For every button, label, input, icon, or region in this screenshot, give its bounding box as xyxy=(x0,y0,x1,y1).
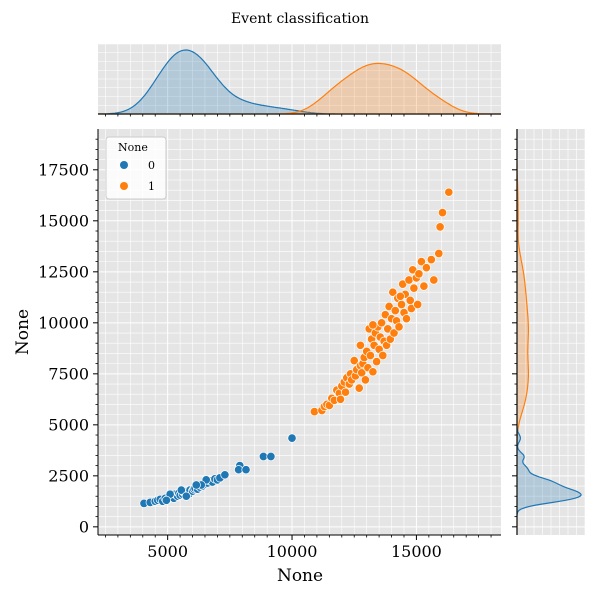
data-point-series-1 xyxy=(426,255,436,265)
data-point-series-1 xyxy=(368,367,378,377)
data-points xyxy=(139,187,454,508)
data-point-series-1 xyxy=(444,187,454,197)
data-point-series-1 xyxy=(384,301,394,312)
data-point-series-1 xyxy=(398,279,408,289)
data-point-series-1 xyxy=(309,407,319,417)
x-axis-label: None xyxy=(277,566,323,586)
data-point-series-0 xyxy=(266,451,276,462)
data-point-series-1 xyxy=(357,368,367,378)
data-point-series-0 xyxy=(176,485,186,495)
data-point-series-0 xyxy=(287,433,297,443)
data-point-series-1 xyxy=(396,299,407,310)
y-tick-label: 7500 xyxy=(48,364,89,383)
y-axis-ticks: 0 2500 5000 7500 10000 12500 15000 17500 xyxy=(38,138,517,536)
x-tick-label: 10000 xyxy=(267,542,318,561)
data-point-series-1 xyxy=(419,281,429,291)
y-tick-label: 5000 xyxy=(48,415,89,434)
legend-marker-1 xyxy=(120,182,128,190)
right-marginal-grid xyxy=(516,129,586,535)
data-point-series-1 xyxy=(429,275,439,285)
data-point-series-1 xyxy=(408,265,418,275)
data-point-series-1 xyxy=(395,291,405,301)
data-point-series-1 xyxy=(421,263,431,273)
data-point-series-1 xyxy=(414,269,424,279)
legend: None 0 1 xyxy=(105,136,167,200)
y-tick-label: 12500 xyxy=(38,262,89,281)
legend-marker-0 xyxy=(120,161,128,169)
data-point-series-0 xyxy=(181,491,191,501)
y-tick-label: 15000 xyxy=(38,211,89,230)
data-point-series-1 xyxy=(354,383,364,393)
y-tick-label: 10000 xyxy=(38,313,89,332)
y-tick-label: 0 xyxy=(79,517,89,536)
data-point-series-0 xyxy=(241,465,251,475)
data-point-series-0 xyxy=(220,470,230,480)
y-tick-label: 2500 xyxy=(48,466,89,485)
data-point-series-1 xyxy=(389,328,399,338)
top-marginal-kde xyxy=(97,43,501,115)
data-point-series-1 xyxy=(335,394,346,404)
data-point-series-1 xyxy=(340,387,351,397)
data-point-series-1 xyxy=(383,324,393,334)
x-axis-ticks: 5000 10000 15000 xyxy=(105,114,492,561)
data-point-series-1 xyxy=(377,318,387,328)
right-marginal-kde xyxy=(516,129,586,535)
data-point-series-1 xyxy=(355,340,365,350)
data-point-series-1 xyxy=(378,350,388,361)
x-tick-label: 15000 xyxy=(391,542,442,561)
data-point-series-1 xyxy=(390,306,400,316)
data-point-series-1 xyxy=(388,287,398,297)
data-point-series-1 xyxy=(372,357,382,367)
data-point-series-1 xyxy=(368,320,378,330)
data-point-series-1 xyxy=(413,299,423,310)
data-point-series-1 xyxy=(365,350,375,361)
data-point-series-1 xyxy=(360,375,370,385)
chart-title: Event classification xyxy=(231,11,369,27)
data-point-series-0 xyxy=(258,451,268,462)
data-point-series-1 xyxy=(437,208,448,218)
data-point-series-1 xyxy=(394,322,404,332)
legend-title: None xyxy=(118,141,148,154)
data-point-series-1 xyxy=(409,283,419,293)
data-point-series-1 xyxy=(434,248,444,259)
data-point-series-1 xyxy=(349,356,359,366)
legend-label-0: 0 xyxy=(148,159,155,172)
data-point-series-1 xyxy=(405,295,415,305)
legend-label-1: 1 xyxy=(148,180,155,193)
y-axis-label: None xyxy=(13,309,33,355)
y-tick-label: 17500 xyxy=(38,160,89,179)
x-tick-label: 5000 xyxy=(147,542,188,561)
data-point-series-1 xyxy=(416,257,426,267)
data-point-series-0 xyxy=(191,480,201,490)
data-point-series-1 xyxy=(401,314,412,324)
plot-grid xyxy=(98,129,501,535)
data-point-series-1 xyxy=(435,222,445,232)
data-point-series-0 xyxy=(161,495,171,505)
